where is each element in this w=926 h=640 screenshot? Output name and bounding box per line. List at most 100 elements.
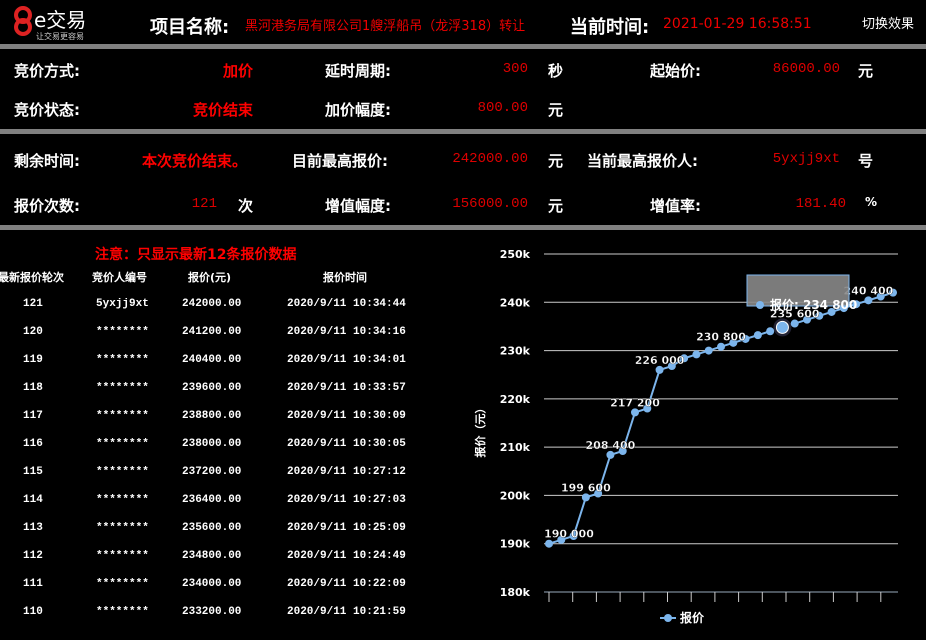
- data-point: [655, 365, 664, 374]
- data-point: [803, 315, 811, 324]
- round-cell: 110: [23, 606, 43, 618]
- bidder-cell: 5yxjj9xt: [96, 298, 149, 310]
- gain-unit: 元: [548, 197, 564, 215]
- round-cell: 113: [23, 522, 43, 534]
- switch-effect-button[interactable]: 切换效果: [862, 17, 915, 32]
- y-tick-label: 230k: [500, 345, 531, 358]
- round-cell: 114: [23, 494, 43, 506]
- start-price-unit: 元: [858, 62, 874, 80]
- data-point: [692, 350, 701, 359]
- price-cell: 235600.00: [182, 522, 242, 534]
- status-label: 竞价状态:: [14, 101, 80, 119]
- legend-label: 报价: [680, 610, 705, 625]
- status-value: 竞价结束: [192, 101, 253, 119]
- data-point: [606, 450, 615, 459]
- round-cell: 112: [23, 550, 43, 562]
- price-cell: 238800.00: [182, 410, 242, 422]
- data-point: [827, 307, 836, 316]
- bid-count-label: 报价次数:: [14, 197, 80, 215]
- data-point: [594, 489, 603, 498]
- bidder-cell: ********: [96, 550, 149, 562]
- time-cell: 2020/9/11 10:34:44: [287, 298, 406, 310]
- gain-rate-unit: %: [865, 195, 878, 209]
- logo-text: e交易: [34, 8, 87, 32]
- gain-label: 增值幅度:: [325, 197, 391, 215]
- data-label: 226 000: [635, 354, 685, 367]
- delay-label: 延时周期:: [325, 62, 391, 80]
- bid-count-unit: 次: [238, 197, 254, 215]
- gain-rate-label: 增值率:: [650, 197, 701, 215]
- bidder-cell: ********: [96, 326, 149, 338]
- price-cell: 236400.00: [182, 494, 242, 506]
- data-point: [631, 408, 639, 417]
- current-time: 2021-01-29 16:58:51: [663, 16, 812, 32]
- price-cell: 238000.00: [182, 438, 242, 450]
- data-point: [545, 539, 553, 548]
- data-point: [643, 404, 652, 413]
- project-name: 黑河港务局有限公司1艘浮船吊（龙浮318）转让: [245, 19, 526, 34]
- round-cell: 115: [23, 466, 43, 478]
- time-cell: 2020/9/11 10:27:12: [287, 466, 406, 478]
- price-cell: 237200.00: [182, 466, 242, 478]
- time-cell: 2020/9/11 10:24:49: [287, 550, 406, 562]
- column-header: 报价(元): [188, 271, 232, 284]
- top-price-value: 242000.00: [452, 151, 528, 167]
- bidder-cell: ********: [96, 522, 149, 534]
- time-cell: 2020/9/11 10:25:09: [287, 522, 406, 534]
- bidder-cell: ********: [96, 410, 149, 422]
- bid-method-label: 竞价方式:: [14, 62, 80, 80]
- data-label: 208 400: [586, 439, 636, 452]
- data-point: [864, 296, 873, 305]
- data-label: 230 800: [696, 331, 746, 344]
- price-cell: 234800.00: [182, 550, 242, 562]
- data-label: 190 000: [544, 528, 594, 541]
- data-point: [667, 362, 676, 371]
- remaining-value: 本次竞价结束。: [142, 152, 248, 170]
- y-tick-label: 200k: [500, 489, 531, 502]
- time-cell: 2020/9/11 10:34:16: [287, 326, 406, 338]
- increment-unit: 元: [548, 101, 564, 119]
- y-tick-label: 190k: [500, 538, 531, 551]
- round-cell: 119: [23, 354, 43, 366]
- round-cell: 120: [23, 326, 43, 338]
- y-tick-label: 180k: [500, 586, 531, 599]
- bidder-cell: ********: [96, 466, 149, 478]
- divider: [0, 44, 926, 49]
- data-point: [569, 531, 578, 540]
- data-label: 240 400: [844, 284, 894, 297]
- bidder-cell: ********: [96, 354, 149, 366]
- data-label: 235 600: [770, 308, 820, 321]
- y-tick-label: 210k: [500, 441, 531, 454]
- column-header: 竞价人编号: [92, 271, 147, 284]
- gain-rate-value: 181.40: [795, 196, 846, 212]
- price-cell: 240400.00: [182, 354, 242, 366]
- gain-value: 156000.00: [452, 196, 528, 212]
- data-label: 217 200: [610, 396, 660, 409]
- bidder-cell: ********: [96, 494, 149, 506]
- data-point: [581, 493, 590, 502]
- bidder-cell: ********: [96, 578, 149, 590]
- bidder-cell: ********: [96, 606, 149, 618]
- logo-slogan: 让交易更容易: [36, 32, 84, 41]
- round-cell: 121: [23, 298, 43, 310]
- round-cell: 118: [23, 382, 43, 394]
- y-tick-label: 220k: [500, 393, 531, 406]
- price-cell: 241200.00: [182, 326, 242, 338]
- tooltip-text: 报价: 234 800: [770, 297, 857, 312]
- start-price-value: 86000.00: [772, 61, 840, 77]
- tooltip-box: [746, 274, 850, 307]
- delay-unit: 秒: [548, 62, 564, 80]
- data-label: 199 600: [561, 481, 611, 494]
- data-point: [729, 338, 738, 347]
- delay-value: 300: [502, 61, 528, 77]
- data-point: [815, 311, 824, 320]
- time-cell: 2020/9/11 10:27:03: [287, 494, 406, 506]
- increment-label: 加价幅度:: [325, 101, 391, 119]
- time-cell: 2020/9/11 10:34:01: [287, 354, 406, 366]
- y-tick-label: 240k: [500, 296, 531, 309]
- data-point: [704, 346, 713, 355]
- project-label: 项目名称:: [150, 17, 230, 38]
- data-point: [766, 327, 775, 336]
- data-point: [876, 292, 885, 301]
- time-cell: 2020/9/11 10:30:05: [287, 438, 406, 450]
